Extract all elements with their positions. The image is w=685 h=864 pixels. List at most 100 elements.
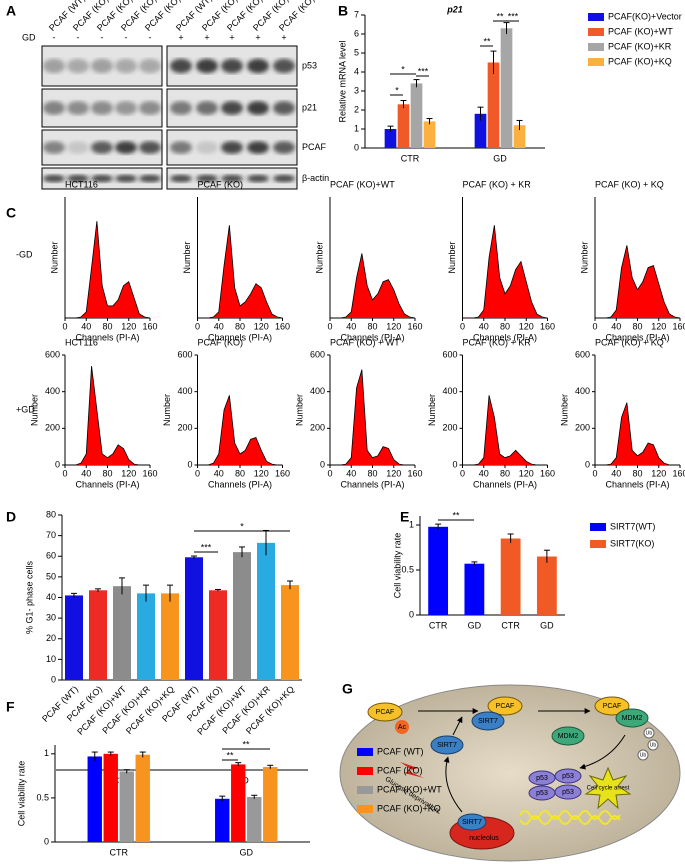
pathway-diagram: PCAF Ac PCAF SIRT7 SIRT7 PCAF MDM2 MDM2 … (339, 684, 681, 862)
treatment-sign: - (77, 32, 80, 42)
blot-band (247, 58, 269, 74)
blot-band (221, 58, 243, 74)
x-tick-label: 80 (235, 468, 245, 478)
arrow (452, 716, 463, 736)
chart-title: HCT116 (65, 179, 98, 189)
blot-band (67, 174, 89, 183)
blot-band (139, 174, 161, 183)
histogram-area (208, 395, 283, 465)
blot-band (273, 58, 295, 74)
y-axis-label: Number (294, 394, 304, 426)
legend-swatch (357, 805, 373, 813)
x-tick-label: 40 (214, 321, 224, 331)
node-label: MDM2 (558, 733, 579, 740)
y-tick-label: 60 (46, 551, 56, 561)
node-label: PCAF (496, 703, 515, 710)
histogram-line (473, 225, 548, 319)
y-tick-label: 400 (442, 386, 457, 396)
y-tick-label: 10 (46, 654, 56, 664)
y-tick-label: 3 (354, 85, 359, 95)
node-label: p53 (536, 790, 548, 797)
significance-label: * (240, 521, 244, 531)
histogram-area (473, 395, 548, 465)
y-tick-label: 400 (575, 386, 590, 396)
y-tick-label: 0 (409, 609, 414, 619)
chart-title: PCAF (KO) (198, 179, 244, 189)
y-axis-label: Number (579, 241, 589, 273)
legend-swatch (357, 767, 373, 775)
y-axis-label: Number (162, 394, 172, 426)
bar (428, 526, 449, 615)
node (647, 739, 659, 751)
chart-title: PCAF (KO) (198, 337, 244, 347)
bar (135, 754, 150, 842)
node-label: PCAF (376, 709, 395, 716)
blot-row-label: β-actin (302, 173, 329, 183)
bar (233, 552, 251, 680)
arrow (579, 734, 626, 770)
y-tick-label: 200 (45, 423, 60, 433)
bar (113, 586, 131, 680)
blot-band (221, 101, 243, 115)
treatment-label: GD (22, 32, 36, 42)
blot-band (221, 141, 243, 154)
x-tick-label: 160 (672, 321, 685, 331)
blot-band (115, 174, 137, 183)
node-label: Ac (398, 724, 407, 731)
panel-label: F (6, 699, 15, 715)
node-label: p53 (562, 789, 574, 796)
node-label: SIRT7 (478, 718, 498, 725)
bar (536, 556, 557, 615)
x-tick-label: 120 (519, 321, 534, 331)
chart-title: p21 (446, 4, 463, 14)
x-tick-label: 120 (254, 321, 269, 331)
blot-band (91, 141, 113, 154)
legend-swatch (588, 43, 604, 51)
blot-band (273, 174, 295, 183)
x-tick-label: 80 (367, 468, 377, 478)
arrow (443, 756, 463, 813)
y-axis-label: Cell viability rate (16, 761, 26, 827)
x-tick-label: 160 (540, 468, 555, 478)
y-tick-label: 0 (51, 674, 56, 684)
blot-band (273, 141, 295, 154)
bar (464, 563, 485, 615)
x-tick-label: GD (540, 620, 554, 630)
blot-band (139, 141, 161, 154)
histogram-area (75, 221, 150, 318)
treatment-sign: + (204, 32, 209, 42)
x-axis-label: Channels (PI-A) (340, 479, 404, 489)
x-tick-label: 120 (121, 468, 136, 478)
x-tick-label: 0 (460, 321, 465, 331)
y-tick-label: 400 (45, 386, 60, 396)
y-axis-label: Number (314, 241, 324, 273)
x-tick-label: 120 (386, 468, 401, 478)
node (487, 696, 523, 716)
bar (397, 104, 410, 148)
histogram-line (340, 369, 415, 466)
x-tick-label: 120 (254, 468, 269, 478)
bar (487, 62, 500, 148)
y-tick-label: 2 (354, 104, 359, 114)
x-tick-label: CTR (501, 620, 520, 630)
blot-band (91, 58, 113, 74)
treatment-sign: - (125, 32, 128, 42)
blot-band (247, 141, 269, 154)
x-tick-label: 80 (235, 321, 245, 331)
x-tick-label: 120 (519, 468, 534, 478)
treatment-sign: - (53, 32, 56, 42)
y-axis-label: Number (49, 241, 59, 273)
legend-label: PCAF (KO) (377, 765, 423, 775)
y-tick-label: 0 (452, 459, 457, 469)
y-tick-label: 600 (310, 349, 325, 359)
legend-label: PCAF (KO)+KR (608, 41, 672, 51)
x-tick-label: 0 (195, 468, 200, 478)
x-axis-label: Channels (PI-A) (605, 332, 669, 342)
node (594, 696, 630, 716)
significance-label: *** (201, 542, 212, 552)
node-label: p53 (536, 775, 548, 782)
star (584, 766, 632, 810)
blot-band (91, 101, 113, 115)
dna (519, 810, 621, 825)
node-label: Ub (650, 742, 657, 748)
